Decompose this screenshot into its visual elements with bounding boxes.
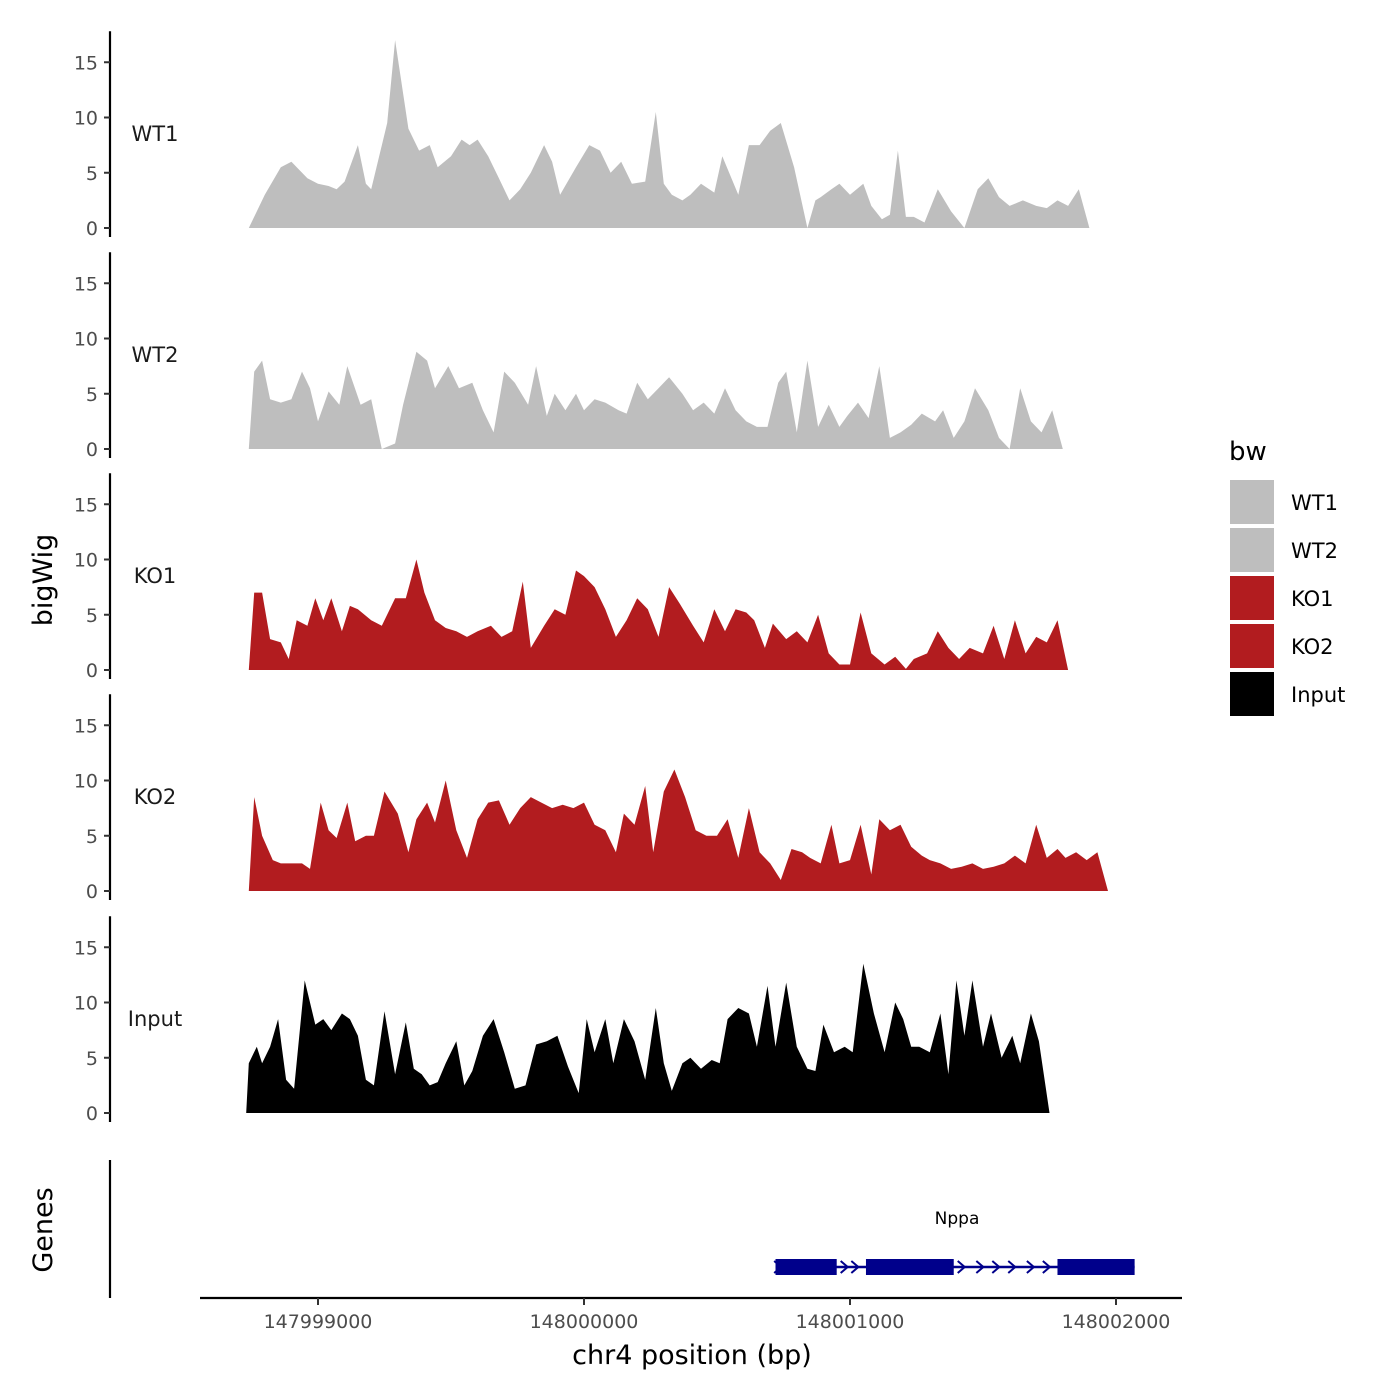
y-tick-label: 15 [74, 494, 98, 516]
gene-exon [1057, 1259, 1135, 1275]
y-tick-label: 10 [74, 771, 98, 793]
track-panel-wt1: 0 5 10 15 WT1 [74, 31, 1127, 240]
legend-key-wt2 [1230, 528, 1274, 572]
legend-label-ko1: KO1 [1291, 587, 1334, 611]
tracks-layer: 0 5 10 15 WT1 0 5 10 15 WT2 0 5 10 15 KO1 0 5 10 15 KO2 0 5 10… [74, 31, 1127, 1125]
y-tick-label: 15 [74, 937, 98, 959]
x-tick-label: 147999000 [264, 1311, 373, 1333]
strand-arrow-icon [957, 1260, 967, 1274]
gene-exon [775, 1259, 837, 1275]
y-tick-label: 10 [74, 108, 98, 130]
strand-arrow-icon [975, 1260, 985, 1274]
genes-track-title: Genes [28, 1187, 59, 1272]
track-label-ko1: KO1 [134, 564, 177, 588]
gene-exon [865, 1259, 954, 1275]
track-panel-input: 0 5 10 15 Input [74, 916, 1124, 1125]
signal-area-input [246, 963, 1124, 1113]
legend: bw WT1 WT2 KO1 KO2 Input [1229, 437, 1345, 716]
strand-arrow-icon [991, 1260, 1001, 1274]
y-tick-label: 5 [86, 1048, 98, 1070]
gene-name-label: Nppa [935, 1209, 980, 1229]
y-tick-label: 5 [86, 384, 98, 406]
track-panel-ko1: 0 5 10 15 KO1 [74, 473, 1127, 682]
y-tick-label: 5 [86, 826, 98, 848]
track-label-wt2: WT2 [132, 343, 179, 367]
strand-arrow-icon [850, 1260, 860, 1274]
legend-label-ko2: KO2 [1291, 635, 1334, 659]
y-tick-label: 0 [86, 660, 98, 682]
signal-area-wt2 [248, 351, 1127, 449]
legend-key-ko1 [1230, 576, 1274, 620]
x-axis-title: chr4 position (bp) [572, 1340, 812, 1371]
strand-arrow-icon [1042, 1260, 1052, 1274]
x-tick-label: 148002000 [1062, 1311, 1171, 1333]
y-tick-label: 15 [74, 715, 98, 737]
y-tick-label: 0 [86, 881, 98, 903]
strand-arrow-icon [1026, 1260, 1036, 1274]
y-tick-label: 10 [74, 550, 98, 572]
legend-key-input [1230, 672, 1274, 716]
legend-label-wt2: WT2 [1291, 539, 1338, 563]
genes-track: Nppa [108, 1160, 1135, 1298]
track-label-wt1: WT1 [132, 122, 179, 146]
y-tick-label: 5 [86, 605, 98, 627]
y-tick-label: 15 [74, 52, 98, 74]
signal-area-ko2 [248, 769, 1127, 891]
x-axis: 147999000 148000000 148001000 148002000 [200, 1296, 1182, 1333]
y-tick-label: 0 [86, 1103, 98, 1125]
strand-arrow-icon [1007, 1260, 1017, 1274]
y-axis-title: bigWig [28, 534, 59, 627]
legend-title: bw [1229, 437, 1267, 467]
y-tick-label: 15 [74, 273, 98, 295]
y-tick-label: 0 [86, 218, 98, 240]
strand-arrow-icon [840, 1260, 850, 1274]
x-tick-label: 148000000 [530, 1311, 639, 1333]
track-panel-ko2: 0 5 10 15 KO2 [74, 694, 1127, 903]
y-tick-label: 5 [86, 163, 98, 185]
y-tick-label: 10 [74, 993, 98, 1015]
legend-label-input: Input [1291, 683, 1345, 707]
track-label-ko2: KO2 [134, 785, 177, 809]
x-tick-label: 148001000 [796, 1311, 905, 1333]
legend-label-wt1: WT1 [1291, 491, 1338, 515]
track-label-input: Input [128, 1007, 182, 1031]
y-tick-label: 0 [86, 439, 98, 461]
legend-key-wt1 [1230, 480, 1274, 524]
signal-area-ko1 [248, 559, 1127, 670]
y-tick-label: 10 [74, 329, 98, 351]
signal-area-wt1 [248, 40, 1127, 228]
track-panel-wt2: 0 5 10 15 WT2 [74, 252, 1127, 461]
legend-key-ko2 [1230, 624, 1274, 668]
